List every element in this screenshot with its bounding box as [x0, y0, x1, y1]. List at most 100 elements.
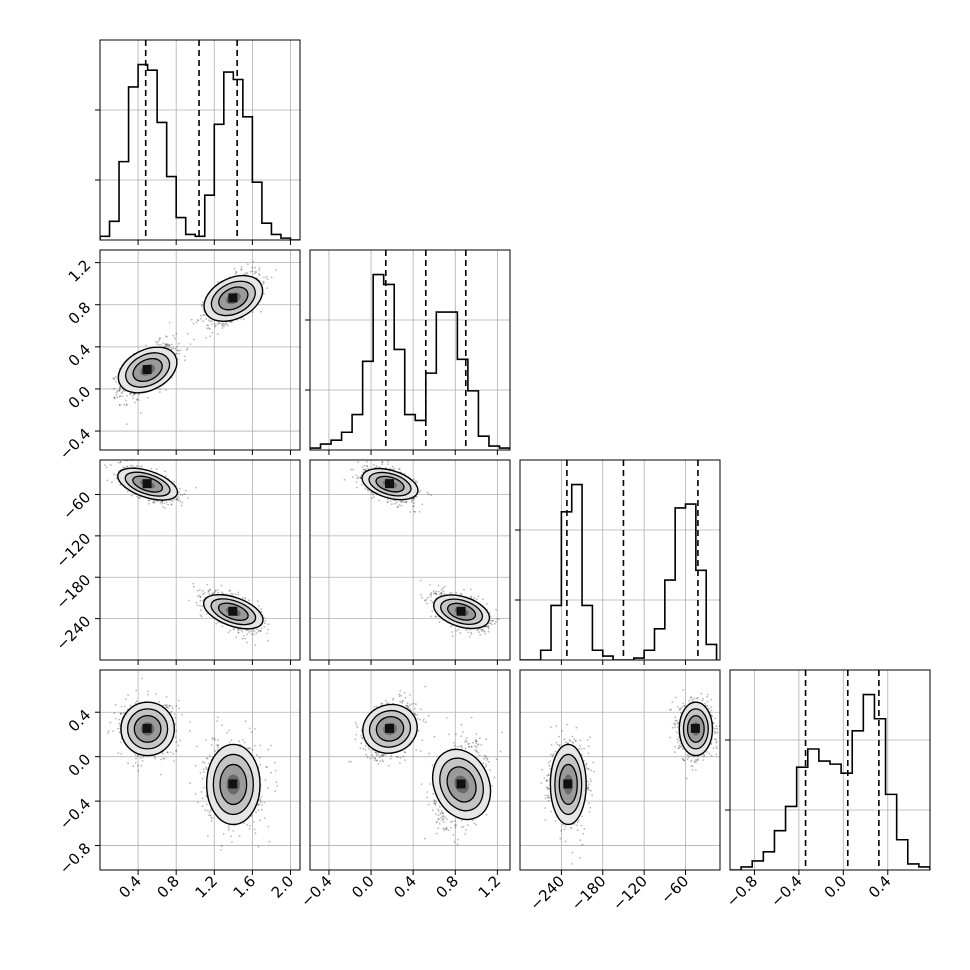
sample-point [107, 732, 109, 735]
sample-point [715, 745, 718, 748]
sample-point [233, 627, 235, 630]
sample-point [395, 501, 398, 504]
sample-point [548, 796, 551, 799]
sample-point [164, 704, 167, 706]
sample-point [568, 739, 571, 741]
sample-point [403, 751, 406, 753]
sample-point [442, 817, 445, 820]
sample-point [406, 705, 409, 707]
sample-point [473, 822, 476, 825]
sample-point [558, 745, 561, 747]
sample-point [260, 627, 263, 630]
x-tick-label: 0.4 [390, 872, 420, 902]
sample-point [274, 790, 276, 793]
sample-point [120, 392, 123, 395]
sample-point [435, 813, 437, 815]
sample-point [137, 399, 140, 401]
sample-point [229, 589, 232, 592]
sample-point [679, 743, 682, 745]
sample-point [367, 489, 370, 492]
sample-point [709, 711, 712, 713]
sample-point [360, 477, 362, 479]
sample-point [125, 465, 128, 468]
sample-point [686, 754, 689, 756]
sample-point [127, 694, 129, 696]
sample-point [226, 324, 229, 327]
sample-point [155, 692, 158, 695]
sample-point [122, 466, 125, 469]
sample-point [115, 391, 118, 394]
sample-point [221, 324, 223, 326]
sample-point [477, 751, 480, 754]
sample-point [381, 702, 383, 705]
sample-point [135, 398, 138, 401]
sample-point [246, 641, 248, 644]
sample-point [243, 741, 246, 744]
sample-point [259, 799, 262, 802]
sample-point [579, 856, 581, 859]
sample-point [431, 610, 434, 612]
sample-point [363, 464, 366, 467]
sample-point [266, 632, 268, 635]
sample-point [237, 591, 240, 594]
sample-point [123, 403, 125, 406]
sample-point [199, 589, 201, 591]
sample-point [495, 620, 497, 623]
sample-point [252, 261, 255, 263]
sample-point [429, 783, 431, 785]
sample-point [248, 828, 251, 830]
sample-point [367, 467, 369, 470]
sample-point [442, 818, 445, 821]
sample-point [434, 592, 436, 595]
sample-point [670, 708, 672, 711]
sample-point [434, 592, 437, 595]
sample-point [564, 825, 567, 828]
sample-point [676, 731, 678, 734]
sample-point [438, 593, 441, 596]
sample-point [198, 594, 201, 597]
sample-point [221, 324, 224, 327]
sample-point [117, 727, 119, 730]
sample-point [254, 266, 257, 269]
sample-point [468, 742, 471, 745]
sample-point [263, 817, 266, 819]
sample-point [468, 745, 470, 748]
sample-point [187, 497, 189, 499]
sample-point [115, 474, 118, 477]
sample-point [348, 760, 351, 763]
sample-point [208, 754, 211, 757]
sample-point [201, 605, 204, 608]
sample-point [544, 794, 547, 797]
sample-point [265, 765, 268, 768]
sample-point [152, 500, 155, 502]
sample-point [114, 375, 117, 378]
sample-point [374, 757, 376, 760]
sample-point [140, 411, 142, 414]
panel-3-3: −0.8 −0.4 0.0 0.4 [723, 669, 931, 911]
sample-point [485, 625, 488, 628]
sample-point [388, 765, 390, 767]
sample-point [136, 495, 139, 498]
sample-point [453, 841, 456, 843]
sample-point [455, 733, 457, 736]
y-tick-label: −120 [53, 529, 95, 571]
sample-point [696, 759, 699, 761]
sample-point [464, 833, 467, 835]
sample-point [485, 738, 488, 741]
sample-point [415, 703, 417, 706]
sample-point [252, 629, 255, 631]
sample-point [702, 756, 705, 758]
sample-point [132, 394, 135, 397]
sample-point [192, 322, 195, 325]
sample-point [464, 741, 467, 743]
sample-point [495, 608, 497, 611]
sample-point [410, 500, 413, 503]
sample-point [222, 322, 225, 325]
sample-point [266, 287, 269, 289]
sample-point [365, 753, 368, 756]
sample-point [705, 751, 708, 753]
sample-point [259, 744, 262, 747]
sample-point [178, 707, 180, 710]
sample-point [243, 318, 245, 321]
sample-point [147, 502, 150, 505]
